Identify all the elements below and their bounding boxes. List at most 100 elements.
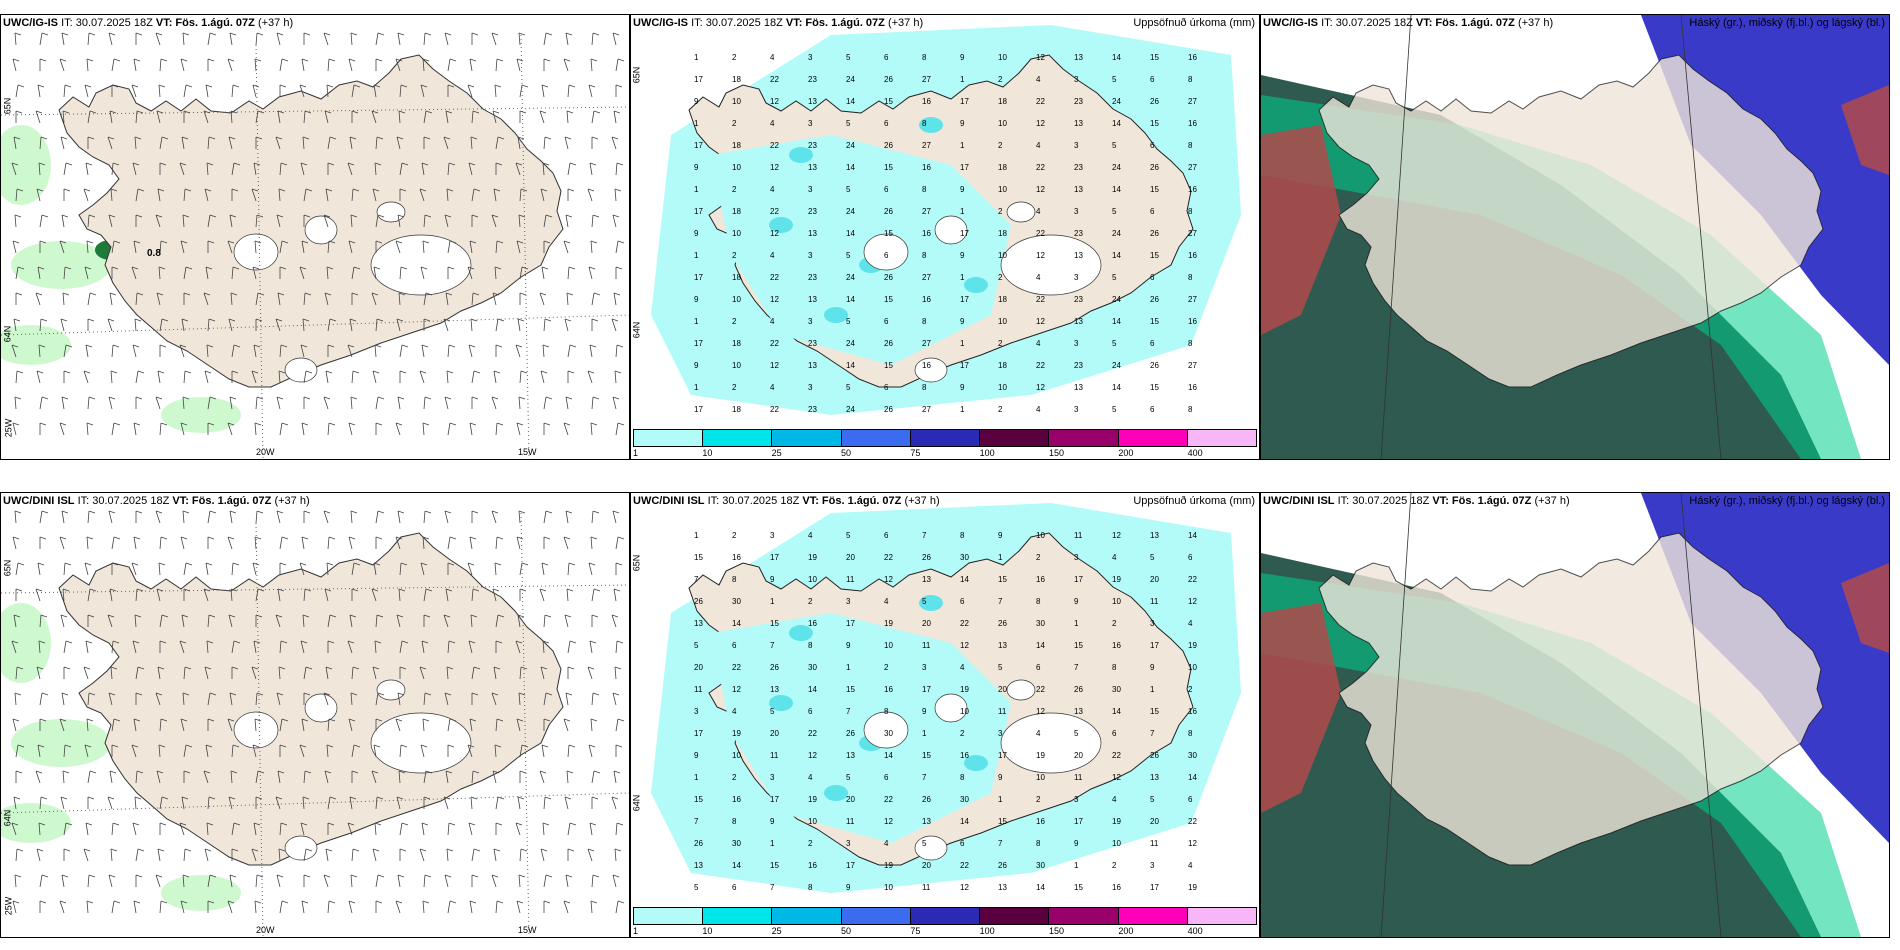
wind-barb	[87, 588, 97, 602]
wind-barb	[566, 110, 574, 124]
precip-value: 26	[884, 405, 893, 414]
colorbar-label: 10	[702, 448, 713, 458]
wind-barb	[135, 110, 144, 124]
precip-value: 11	[1150, 597, 1159, 606]
wind-barb	[179, 640, 187, 654]
wind-barb	[279, 162, 288, 176]
wind-barb	[588, 266, 596, 280]
wind-barb	[155, 214, 163, 228]
wind-barb	[446, 666, 454, 680]
wind-barb	[447, 640, 456, 654]
wind-barb	[38, 822, 46, 836]
precip-value: 3	[846, 597, 851, 606]
wind-barb	[15, 744, 25, 758]
wind-barb	[375, 874, 385, 888]
wind-barb	[327, 640, 335, 653]
wind-barb	[567, 666, 575, 679]
wind-barb	[183, 370, 192, 384]
colorbar-swatch	[1049, 908, 1119, 924]
wind-barb	[564, 136, 572, 150]
wind-barb	[231, 822, 241, 836]
precip-value: 19	[960, 685, 969, 694]
precip-value: 23	[1074, 97, 1083, 106]
wind-barb	[419, 370, 427, 384]
wind-barb	[350, 510, 358, 524]
precip-value: 14	[1188, 773, 1197, 782]
wind-barb	[86, 58, 94, 72]
precip-value: 22	[1188, 575, 1197, 584]
wind-barb	[399, 562, 408, 576]
precip-value: 4	[1036, 207, 1041, 216]
precip-value: 20	[998, 685, 1007, 694]
precip-value: 26	[998, 619, 1007, 628]
wind-barb	[375, 136, 384, 150]
precip-value: 7	[998, 839, 1003, 848]
wind-barb	[63, 822, 73, 836]
wind-barb	[493, 848, 501, 862]
wind-barb	[183, 666, 192, 680]
wind-barb	[587, 848, 595, 862]
wind-barb	[111, 266, 119, 279]
wind-barb	[518, 510, 526, 524]
wind-barb	[471, 848, 481, 862]
wind-barb	[446, 848, 454, 862]
wind-barb	[349, 614, 357, 628]
wind-barb	[85, 822, 93, 836]
precip-value: 12	[1188, 597, 1197, 606]
wind-barb	[255, 110, 265, 124]
wind-barb	[447, 536, 457, 550]
precip-value: 18	[998, 295, 1007, 304]
precip-value: 1	[960, 339, 965, 348]
wind-barb	[279, 344, 288, 358]
wind-barb	[156, 770, 164, 784]
precip-value: 26	[846, 729, 855, 738]
wind-barb	[563, 422, 571, 436]
wind-barb	[327, 162, 335, 175]
precip-value: 10	[732, 295, 741, 304]
precip-value: 9	[694, 361, 699, 370]
precip-value: 6	[1188, 553, 1193, 562]
wind-barb	[181, 318, 189, 332]
wind-barb	[183, 266, 193, 280]
wind-barb	[615, 640, 624, 654]
wind-barb	[539, 292, 547, 306]
wind-barb	[275, 796, 283, 810]
wind-barb	[518, 214, 526, 228]
precip-value: 3	[694, 707, 699, 716]
wind-barb	[471, 214, 479, 227]
wind-barb	[567, 562, 576, 576]
wind-barb	[615, 822, 624, 836]
wind-barb	[277, 292, 285, 306]
wind-barb	[87, 318, 95, 331]
wind-barb	[301, 422, 309, 436]
precip-value: 17	[694, 339, 703, 348]
wind-barb	[422, 240, 430, 254]
wind-barb	[423, 110, 433, 124]
wind-barb	[15, 84, 25, 98]
wind-barb	[447, 240, 457, 254]
wind-barb	[517, 318, 525, 332]
precip-value: 24	[846, 141, 855, 150]
wind-barb	[613, 292, 621, 306]
precip-value: 13	[1074, 383, 1083, 392]
precip-value: 4	[1036, 729, 1041, 738]
precip-value: 2	[732, 185, 737, 194]
wind-barb	[541, 562, 549, 576]
precip-value: 26	[922, 553, 931, 562]
wind-barb	[350, 396, 358, 410]
wind-barb	[63, 666, 71, 679]
precip-value: 4	[884, 839, 889, 848]
precip-value: 3	[808, 185, 813, 194]
precip-value: 6	[1150, 405, 1155, 414]
precip-value: 4	[884, 597, 889, 606]
wind-barb	[158, 562, 166, 576]
wind-barb	[253, 344, 261, 358]
wind-barb	[467, 266, 475, 280]
wind-barb	[87, 396, 96, 410]
wind-barb	[15, 292, 23, 305]
wind-barb	[135, 692, 143, 705]
wind-barb	[371, 110, 379, 124]
precip-value: 23	[1074, 295, 1083, 304]
wind-barb	[255, 396, 264, 410]
precip-value: 1	[1150, 685, 1155, 694]
